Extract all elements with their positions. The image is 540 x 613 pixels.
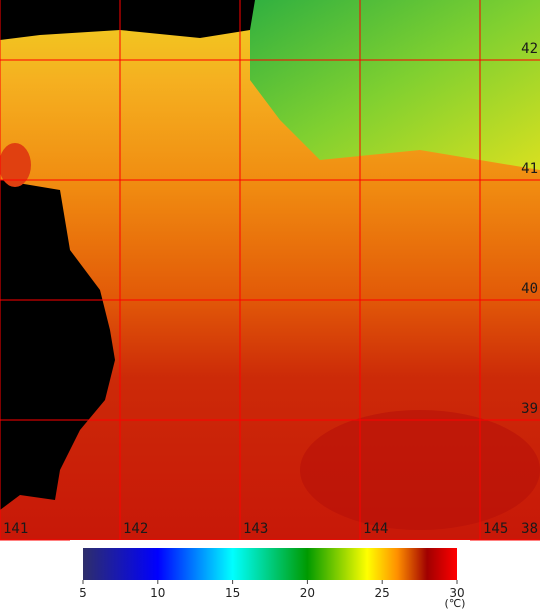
cold-water: [250, 0, 540, 170]
warm-eddy: [300, 410, 540, 530]
colorbar-tick-label: 10: [150, 586, 165, 600]
sst-map: [0, 0, 540, 541]
colorbar: [83, 548, 457, 580]
land-west: [0, 180, 115, 510]
colorbar-tick-label: 25: [375, 586, 390, 600]
colorbar-tick-label: 5: [79, 586, 87, 600]
unit-label: (℃): [445, 597, 466, 610]
lon-label: 144: [363, 521, 388, 537]
lon-label: 143: [243, 521, 268, 537]
lat-label: 38: [521, 521, 538, 537]
lat-label: 41: [521, 161, 538, 177]
colorbar-tick-label: 20: [300, 586, 315, 600]
lon-label: 142: [123, 521, 148, 537]
colorbar-tick-label: 15: [225, 586, 240, 600]
island: [0, 143, 31, 187]
land-north: [0, 0, 255, 40]
colorbar-tick-label: 30: [449, 586, 464, 600]
lat-label: 42: [521, 41, 538, 57]
lat-label: 39: [521, 401, 538, 417]
lat-label: 40: [521, 281, 538, 297]
lon-label: 141: [3, 521, 28, 537]
lon-label: 145: [483, 521, 508, 537]
